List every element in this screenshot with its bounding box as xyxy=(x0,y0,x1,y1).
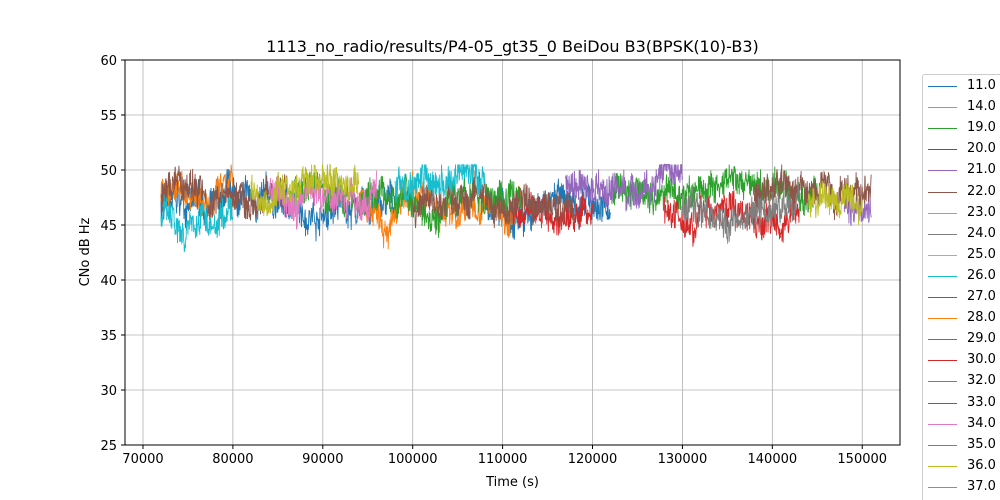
legend-label: 25.0 xyxy=(967,246,996,262)
y-tick-label: 55 xyxy=(100,109,117,124)
legend-item: 26.0 xyxy=(923,267,1000,287)
legend-item: 29.0 xyxy=(923,330,1000,350)
series-line-25.0 xyxy=(250,163,360,216)
legend-label: 22.0 xyxy=(967,183,996,199)
legend-swatch xyxy=(928,423,957,425)
legend-item: 19.0 xyxy=(923,119,1000,139)
legend-swatch xyxy=(928,297,957,298)
legend-swatch xyxy=(928,465,957,467)
legend-swatch xyxy=(928,212,957,214)
legend-label: 19.0 xyxy=(967,120,996,136)
legend-swatch xyxy=(928,107,957,109)
legend-swatch xyxy=(928,339,957,341)
y-tick-label: 25 xyxy=(100,439,117,454)
legend-swatch xyxy=(928,381,957,383)
legend-label: 24.0 xyxy=(967,225,996,241)
y-tick-label: 40 xyxy=(100,274,117,289)
series-line-26.0 xyxy=(394,164,486,203)
legend-label: 35.0 xyxy=(967,436,996,452)
series-line-21.0 xyxy=(565,162,683,212)
legend-swatch xyxy=(928,233,957,235)
y-axis-label: CNo dB Hz xyxy=(78,217,93,286)
legend-item: 37.0 xyxy=(923,478,1000,498)
legend-label: 21.0 xyxy=(967,162,996,178)
legend-item: 28.0 xyxy=(923,309,1000,329)
y-tick-label: 50 xyxy=(100,164,117,179)
legend-label: 28.0 xyxy=(967,310,996,326)
legend-item: 36.0 xyxy=(923,457,1000,477)
legend-label: 29.0 xyxy=(967,331,996,347)
legend-item: 34.0 xyxy=(923,415,1000,435)
legend-item: 35.0 xyxy=(923,436,1000,456)
legend-label: 20.0 xyxy=(967,141,996,157)
legend-item: 30.0 xyxy=(923,351,1000,371)
y-tick-label: 30 xyxy=(100,384,117,399)
legend-item: 33.0 xyxy=(923,394,1000,414)
series-line-25.0 xyxy=(807,180,863,225)
series-line-24.0 xyxy=(681,183,800,244)
x-tick-label: 110000 xyxy=(478,452,528,467)
axes-frame xyxy=(124,59,901,446)
y-tick-label: 45 xyxy=(100,219,117,234)
legend-label: 33.0 xyxy=(967,394,996,410)
legend-label: 32.0 xyxy=(967,373,996,389)
x-tick-label: 120000 xyxy=(568,452,618,467)
legend-item: 24.0 xyxy=(923,225,1000,245)
x-tick-label: 140000 xyxy=(748,452,798,467)
x-tick-label: 70000 xyxy=(122,452,163,467)
legend-swatch xyxy=(928,444,957,446)
legend-item: 11.0 xyxy=(923,77,1000,97)
legend-swatch xyxy=(928,86,957,87)
legend-item: 21.0 xyxy=(923,161,1000,181)
series-line-23.0 xyxy=(268,170,378,230)
legend-label: 26.0 xyxy=(967,267,996,283)
legend-swatch xyxy=(928,360,957,362)
legend-label: 14.0 xyxy=(967,99,996,115)
legend-label: 23.0 xyxy=(967,204,996,220)
legend-label: 11.0 xyxy=(967,78,996,93)
legend-label: 37.0 xyxy=(967,478,996,494)
legend-item: 27.0 xyxy=(923,288,1000,308)
legend-swatch xyxy=(928,402,957,404)
legend-swatch xyxy=(928,191,957,193)
x-tick-label: 80000 xyxy=(212,452,253,467)
legend-swatch xyxy=(928,254,957,256)
legend-swatch xyxy=(928,318,957,320)
legend-label: 36.0 xyxy=(967,457,996,473)
x-axis-label: Time (s) xyxy=(485,475,539,490)
x-tick-label: 90000 xyxy=(302,452,343,467)
legend-label: 30.0 xyxy=(967,352,996,368)
legend-swatch xyxy=(928,275,957,277)
legend: 11.0 14.0 19.0 20.0 21.0 22.0 23.0 24.0 25.0 26.0… xyxy=(922,74,1000,500)
y-tick-label: 35 xyxy=(100,329,117,344)
legend-swatch xyxy=(928,170,957,172)
legend-swatch xyxy=(928,128,957,130)
legend-item: 20.0 xyxy=(923,140,1000,160)
series-line-22.0 xyxy=(160,165,288,221)
x-tick-label: 130000 xyxy=(658,452,708,467)
legend-item: 25.0 xyxy=(923,246,1000,266)
x-tick-label: 150000 xyxy=(837,452,887,467)
legend-swatch xyxy=(928,149,957,151)
legend-label: 27.0 xyxy=(967,289,996,304)
y-tick-label: 60 xyxy=(100,54,117,69)
legend-swatch xyxy=(928,486,957,488)
legend-item: 22.0 xyxy=(923,183,1000,203)
x-tick-label: 100000 xyxy=(388,452,438,467)
legend-item: 14.0 xyxy=(923,98,1000,118)
legend-label: 34.0 xyxy=(967,415,996,431)
legend-item: 23.0 xyxy=(923,204,1000,224)
chart-title: 1113_no_radio/results/P4-05_gt35_0 BeiDo… xyxy=(266,37,759,57)
series-line-26.0 xyxy=(160,194,234,253)
legend-item: 32.0 xyxy=(923,372,1000,392)
